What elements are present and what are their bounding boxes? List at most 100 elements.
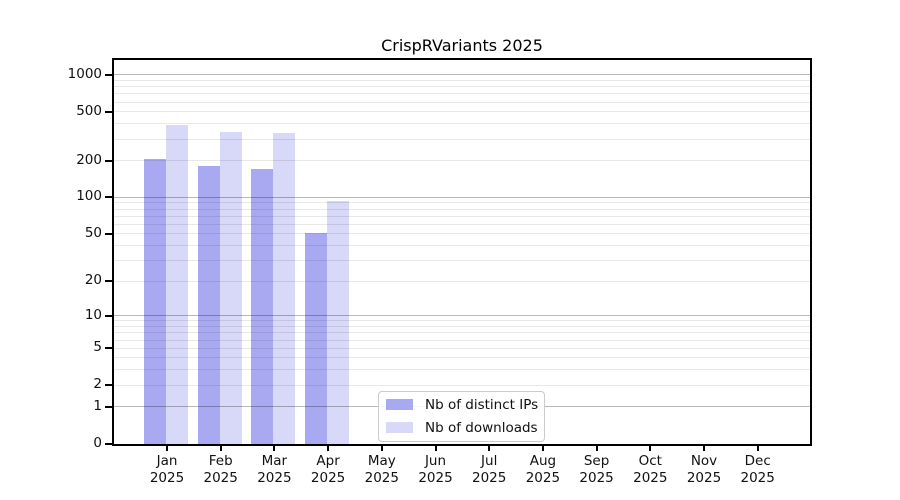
y-tick-label: 50 (84, 224, 102, 241)
x-tick-month: Jun (424, 453, 447, 469)
gridline-minor (114, 79, 810, 81)
y-tick-label: 0 (93, 435, 102, 451)
x-tick-label: Aug 2025 (513, 453, 573, 487)
gridline-major (114, 196, 810, 198)
gridline-minor (114, 260, 810, 261)
gridline-minor (114, 93, 810, 95)
x-tick-year: 2025 (203, 470, 238, 486)
y-tick-label: 100 (76, 188, 102, 205)
y-tick-label: 20 (84, 272, 102, 289)
x-tick-year: 2025 (525, 470, 561, 486)
x-tick-month: Sep (583, 453, 610, 469)
x-tick-year: 2025 (633, 470, 668, 486)
x-tick-label: Oct 2025 (620, 453, 680, 487)
y-tick-label: 2 (93, 376, 102, 393)
x-tick-year: 2025 (472, 470, 507, 486)
x-tick-year: 2025 (740, 470, 775, 486)
x-tick-mark (219, 446, 222, 451)
gridline-major (114, 315, 810, 317)
gridline-minor (114, 101, 810, 103)
x-tick-mark (434, 446, 437, 451)
x-tick-month: Feb (208, 453, 233, 469)
y-tick-label: 500 (76, 102, 102, 119)
legend-swatch-distinct-ips (386, 399, 413, 410)
gridline-minor (114, 326, 810, 328)
x-tick-month: May (367, 453, 396, 469)
chart-title: CrispRVariants 2025 (381, 36, 543, 55)
gridline-major (114, 74, 810, 76)
gridline-minor (114, 332, 810, 334)
y-tick-mark (105, 232, 112, 235)
y-tick-mark (105, 314, 112, 317)
gridline-minor (114, 245, 810, 247)
x-tick-year: 2025 (364, 470, 399, 486)
x-tick-mark (703, 446, 705, 451)
x-tick-label: Jul 2025 (459, 453, 519, 487)
x-tick-year: 2025 (579, 470, 614, 486)
x-tick-mark (273, 446, 276, 451)
y-tick-label: 1000 (67, 65, 102, 82)
legend: Nb of distinct IPs Nb of downloads (378, 391, 545, 442)
x-tick-label: Jan 2025 (137, 453, 197, 487)
gridline-minor (114, 138, 810, 140)
gridline-minor (114, 347, 810, 349)
gridline-minor (114, 320, 810, 322)
bar-apr-distinct-ips (305, 232, 328, 444)
x-tick-year: 2025 (149, 470, 185, 486)
x-tick-month: Jul (481, 453, 498, 469)
legend-item-distinct-ips: Nb of distinct IPs (386, 396, 538, 413)
x-tick-year: 2025 (686, 470, 722, 486)
gridline-minor (114, 215, 810, 217)
x-tick-month: Aug (529, 453, 557, 469)
y-tick-mark (105, 110, 112, 113)
x-tick-mark (166, 446, 168, 451)
x-tick-mark (595, 446, 598, 451)
x-tick-label: Nov 2025 (674, 453, 734, 487)
x-tick-mark (649, 446, 652, 451)
gridline-minor (114, 384, 810, 386)
x-tick-label: Feb 2025 (191, 453, 251, 487)
gridline-minor (114, 233, 810, 235)
x-tick-mark (488, 446, 491, 451)
x-tick-month: Nov (690, 453, 718, 469)
x-tick-month: Mar (261, 453, 288, 469)
x-tick-year: 2025 (310, 470, 346, 486)
gridline-minor (114, 123, 810, 125)
y-tick-mark (105, 384, 112, 387)
x-tick-year: 2025 (257, 470, 292, 486)
x-tick-month: Jan (156, 453, 178, 469)
bar-feb-distinct-ips (197, 165, 220, 444)
x-tick-label: Dec 2025 (728, 453, 788, 487)
x-tick-label: May 2025 (352, 453, 412, 487)
y-tick-mark (105, 347, 112, 350)
bar-apr-downloads (327, 201, 350, 444)
bar-mar-downloads (273, 133, 296, 444)
gridline-minor (114, 339, 810, 341)
x-tick-label: Sep 2025 (567, 453, 627, 487)
legend-swatch-downloads (386, 422, 413, 433)
y-tick-mark (105, 196, 112, 199)
y-tick-label: 1 (93, 397, 102, 414)
x-tick-mark (380, 446, 383, 451)
gridline-minor (114, 160, 810, 162)
gridline-minor (114, 223, 810, 225)
gridline-minor (114, 111, 810, 113)
y-tick-label: 10 (84, 306, 102, 323)
x-tick-label: Mar 2025 (244, 453, 304, 487)
x-tick-label: Apr 2025 (298, 453, 358, 487)
y-tick-mark (105, 159, 112, 162)
x-tick-month: Apr (316, 453, 340, 469)
gridline-minor (114, 202, 810, 204)
gridline-minor (114, 280, 810, 282)
legend-label-downloads: Nb of downloads (425, 419, 538, 436)
gridline-minor (114, 357, 810, 359)
bar-mar-distinct-ips (251, 168, 274, 444)
x-tick-mark (327, 446, 330, 451)
plot-area (112, 58, 812, 446)
y-tick-mark (105, 73, 112, 76)
legend-item-downloads: Nb of downloads (386, 419, 538, 436)
y-tick-mark (105, 443, 112, 445)
